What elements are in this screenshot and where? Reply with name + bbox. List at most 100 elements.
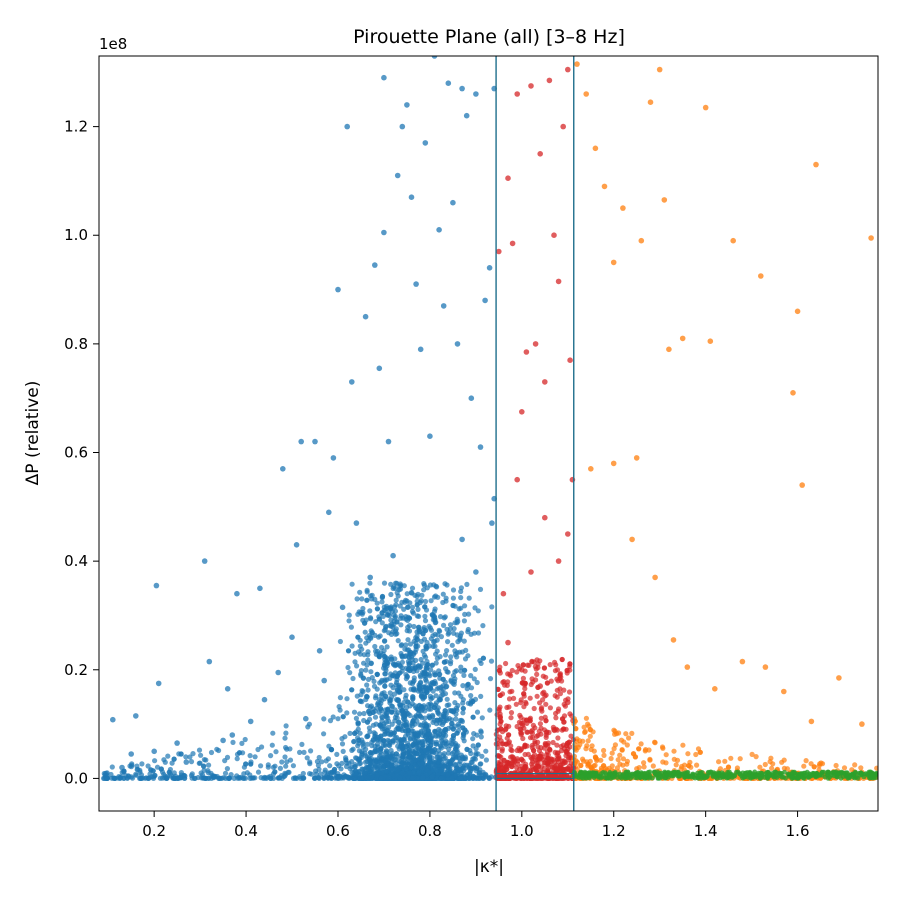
dense-point xyxy=(533,666,539,672)
dense-point xyxy=(432,606,438,612)
dense-point xyxy=(208,749,215,756)
dense-point xyxy=(370,722,376,728)
dense-point xyxy=(362,750,368,756)
dense-point xyxy=(389,703,395,709)
baseline-point xyxy=(737,771,743,777)
data-point-series-2 xyxy=(588,466,594,472)
dense-point xyxy=(573,726,579,732)
baseline-point xyxy=(779,774,785,780)
data-point-series-1 xyxy=(528,569,534,575)
dense-point xyxy=(386,774,392,780)
dense-point xyxy=(474,679,480,686)
dense-point xyxy=(505,679,511,685)
baseline-point xyxy=(831,773,837,779)
dense-point xyxy=(460,710,466,716)
dense-point xyxy=(514,747,520,754)
baseline-point xyxy=(623,770,629,776)
dense-point xyxy=(548,678,554,684)
dense-point xyxy=(513,701,519,707)
dense-point xyxy=(392,608,398,614)
dense-point xyxy=(434,648,440,654)
dense-point xyxy=(234,756,240,762)
data-point-series-3 xyxy=(748,774,755,780)
dense-point xyxy=(372,765,378,771)
dense-point xyxy=(583,715,590,721)
dense-point xyxy=(388,591,394,598)
dense-point xyxy=(522,742,528,748)
dense-point xyxy=(534,671,540,678)
dense-point xyxy=(388,631,395,638)
data-point-series-2 xyxy=(610,460,617,467)
dense-point xyxy=(258,763,264,769)
data-point-series-0 xyxy=(280,466,286,472)
dense-point xyxy=(384,760,391,767)
dense-point xyxy=(146,775,152,781)
dense-point xyxy=(447,622,454,628)
dense-point xyxy=(347,730,353,737)
data-point-series-0 xyxy=(440,303,447,309)
dense-point xyxy=(236,750,243,756)
data-point-series-0 xyxy=(427,433,433,440)
dense-point xyxy=(351,739,357,745)
dense-point xyxy=(259,744,265,750)
dense-point xyxy=(152,772,158,779)
dense-point xyxy=(408,764,414,771)
dense-point-cloud xyxy=(101,580,878,782)
dense-point xyxy=(404,591,410,597)
dense-point xyxy=(620,756,627,762)
dense-point xyxy=(165,753,171,759)
data-point-series-1 xyxy=(500,590,507,597)
dense-point xyxy=(444,648,450,654)
dense-point xyxy=(345,774,351,780)
dense-point xyxy=(440,676,446,682)
dense-point xyxy=(315,762,321,769)
dense-point xyxy=(406,770,412,776)
baseline-point xyxy=(713,774,719,780)
dense-point xyxy=(367,704,373,710)
dense-point xyxy=(397,586,404,592)
dense-point xyxy=(268,753,274,759)
x-tick-label: 1.6 xyxy=(786,822,810,840)
dense-point xyxy=(803,758,809,764)
dense-point xyxy=(479,715,485,721)
dense-point xyxy=(277,765,283,772)
dense-point xyxy=(337,638,343,645)
dense-point xyxy=(364,682,370,688)
dense-point xyxy=(408,590,414,596)
dense-point xyxy=(398,622,404,628)
dense-point xyxy=(518,756,525,762)
dense-point xyxy=(342,734,348,740)
dense-point xyxy=(496,774,502,780)
dense-point xyxy=(435,754,441,760)
dense-point xyxy=(137,767,143,773)
dense-point xyxy=(335,773,341,780)
baseline-point xyxy=(819,772,825,778)
dense-point xyxy=(359,766,365,772)
data-point-series-2 xyxy=(610,259,617,266)
dense-point xyxy=(378,733,384,739)
dense-point xyxy=(424,767,430,773)
dense-point xyxy=(477,586,484,593)
dense-point xyxy=(478,693,484,700)
dense-point xyxy=(801,763,807,769)
data-point-series-0 xyxy=(153,582,160,589)
dense-point xyxy=(554,766,560,772)
dense-point xyxy=(749,751,755,758)
dense-point xyxy=(818,760,824,766)
dense-point xyxy=(624,758,631,765)
dense-point xyxy=(417,722,423,728)
dense-point xyxy=(468,685,475,691)
dense-point xyxy=(410,610,416,616)
dense-point xyxy=(367,580,373,586)
dense-point xyxy=(365,733,371,739)
dense-point xyxy=(468,766,474,772)
dense-point xyxy=(461,618,467,624)
dense-point xyxy=(368,593,374,599)
dense-point xyxy=(450,726,456,732)
data-point-series-2 xyxy=(679,335,686,342)
dense-point xyxy=(417,713,423,719)
dense-point xyxy=(460,705,466,711)
dense-point xyxy=(357,643,363,649)
dense-point xyxy=(514,756,520,762)
dense-point xyxy=(673,762,679,768)
